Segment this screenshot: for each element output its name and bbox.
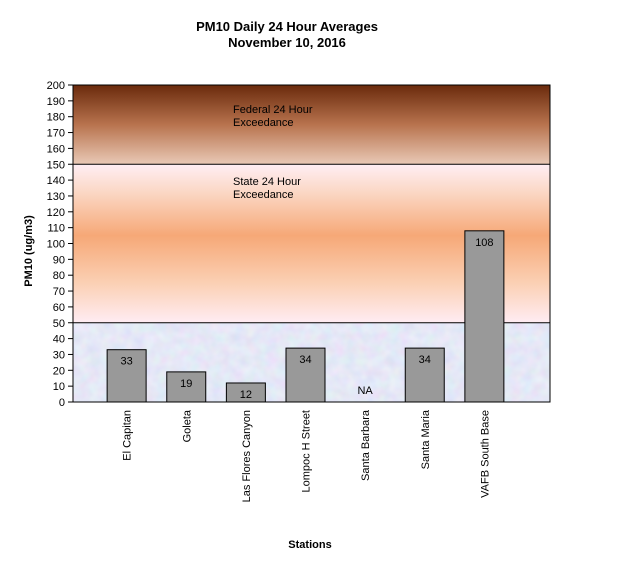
y-axis-label: PM10 (ug/m3) (23, 215, 35, 287)
x-tick-label: El Capitan (122, 410, 134, 461)
y-tick-label: 190 (47, 96, 65, 108)
x-axis-label: Stations (288, 539, 332, 551)
data-label: 108 (475, 237, 493, 249)
x-tick-label: VAFB South Base (479, 410, 491, 498)
y-tick-label: 140 (47, 175, 65, 187)
data-label: 34 (419, 354, 431, 366)
y-tick-label: 70 (53, 286, 65, 298)
data-label: 34 (299, 354, 311, 366)
y-tick-label: 10 (53, 381, 65, 393)
bar (464, 230, 505, 403)
y-tick-label: 60 (53, 302, 65, 314)
y-tick-label: 0 (59, 397, 65, 409)
federal-exceedance-label: Federal 24 Hour Exceedance (233, 104, 313, 129)
data-label: 19 (180, 378, 192, 390)
y-tick-label: 30 (53, 349, 65, 361)
data-label: NA (357, 385, 373, 397)
y-tick-label: 120 (47, 207, 65, 219)
y-tick-label: 160 (47, 143, 65, 155)
data-label: 33 (121, 356, 133, 368)
y-tick-label: 130 (47, 191, 65, 203)
x-tick-label: Las Flores Canyon (241, 410, 253, 502)
y-tick-label: 200 (47, 80, 65, 92)
y-tick-label: 40 (53, 334, 65, 346)
x-tick-label: Goleta (181, 409, 193, 442)
x-tick-label: Lompoc H Street (301, 410, 313, 493)
y-tick-label: 100 (47, 239, 65, 251)
y-tick-label: 150 (47, 159, 65, 171)
federal-exceedance-band (73, 85, 550, 165)
chart-title-line1: PM10 Daily 24 Hour Averages (196, 19, 378, 34)
state-exceedance-label: State 24 Hour Exceedance (233, 176, 301, 201)
y-tick-label: 90 (53, 254, 65, 266)
x-tick-label: Santa Maria (420, 409, 432, 469)
data-label: 12 (240, 389, 252, 401)
y-tick-label: 50 (53, 318, 65, 330)
bars-group: 33 19 12 34 NA 34 108 (106, 230, 505, 403)
y-tick-label: 180 (47, 112, 65, 124)
y-axis-label-wrap: PM10 (ug/m3) (21, 215, 37, 287)
bar (285, 347, 326, 403)
bar (404, 347, 445, 403)
y-tick-label: 80 (53, 270, 65, 282)
y-tick-label: 170 (47, 128, 65, 140)
chart-title-line2: November 10, 2016 (228, 35, 346, 50)
x-tick-label: Santa Barbara (360, 409, 372, 481)
y-tick-label: 20 (53, 365, 65, 377)
axes-group: El Capitan Goleta Las Flores Canyon Lompoc … (47, 80, 551, 502)
y-tick-label: 110 (47, 223, 65, 235)
